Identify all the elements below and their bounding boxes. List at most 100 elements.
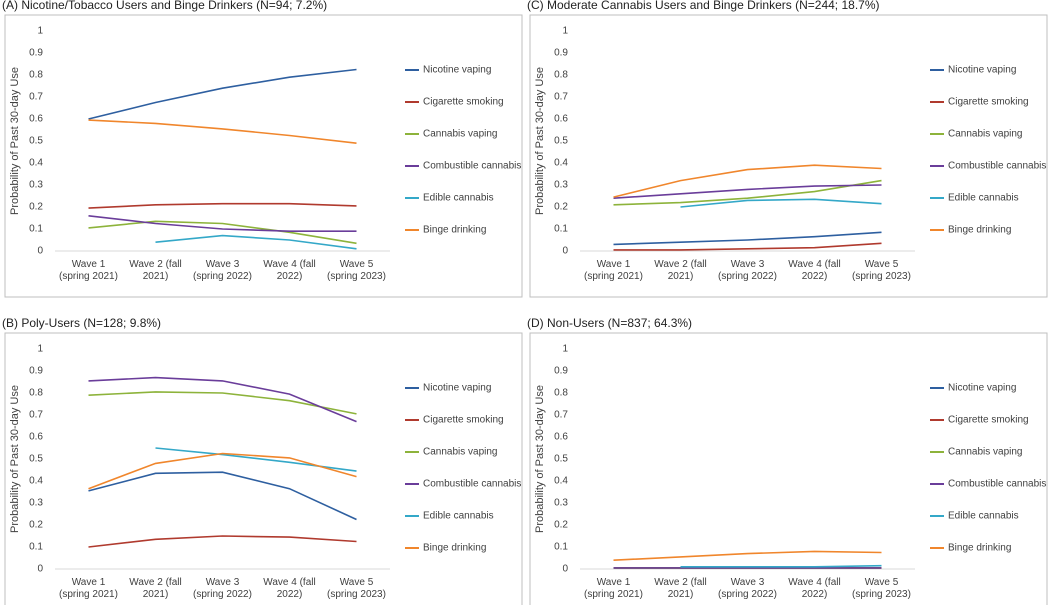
y-tick-label: 0: [37, 246, 43, 257]
legend-label: Combustible cannabis: [423, 479, 521, 490]
series-line: [613, 184, 882, 199]
y-tick-label: 0.4: [554, 476, 568, 487]
x-tick-label: Wave 3 (spring 2022): [718, 577, 777, 600]
legend-label: Cigarette smoking: [948, 97, 1029, 108]
y-tick-label: 0.2: [554, 202, 568, 213]
y-tick-label: 0.7: [29, 410, 43, 421]
y-tick-label: 0.6: [554, 432, 568, 443]
panel-frame: [4, 332, 523, 605]
y-tick-label: 0: [562, 246, 568, 257]
legend-label: Edible cannabis: [948, 511, 1019, 522]
legend-label: Cigarette smoking: [423, 415, 504, 426]
y-tick-label: 1: [562, 344, 568, 355]
x-tick-label: Wave 5 (spring 2023): [327, 577, 386, 600]
y-tick-label: 0: [562, 564, 568, 575]
legend-label: Cigarette smoking: [423, 97, 504, 108]
y-tick-label: 0.9: [29, 366, 43, 377]
y-tick-label: 0.3: [554, 498, 568, 509]
y-tick-label: 0.3: [29, 180, 43, 191]
x-tick-label: Wave 4 (fall 2022): [788, 259, 841, 282]
panel-title: (C) Moderate Cannabis Users and Binge Dr…: [527, 0, 880, 12]
panel-title: (B) Poly-Users (N=128; 9.8%): [2, 316, 161, 330]
series-line: [613, 164, 882, 198]
y-tick-label: 0.6: [554, 114, 568, 125]
y-tick-label: 0.5: [29, 454, 43, 465]
legend-label: Cannabis vaping: [423, 129, 498, 140]
y-tick-label: 0.4: [29, 158, 43, 169]
y-tick-label: 0.8: [29, 70, 43, 81]
y-axis-label: Probability of Past 30-day Use: [534, 385, 546, 533]
series-line: [88, 119, 357, 144]
series-line: [88, 202, 357, 209]
y-tick-label: 0: [37, 564, 43, 575]
legend-label: Combustible cannabis: [423, 161, 521, 172]
y-tick-label: 0.6: [29, 114, 43, 125]
y-tick-label: 1: [37, 344, 43, 355]
y-axis-label: Probability of Past 30-day Use: [534, 67, 546, 215]
y-tick-label: 0.1: [554, 542, 568, 553]
x-tick-label: Wave 1 (spring 2021): [584, 577, 643, 600]
legend-label: Nicotine vaping: [423, 383, 491, 394]
x-tick-label: Wave 4 (fall 2022): [788, 577, 841, 600]
x-tick-label: Wave 2 (fall 2021): [129, 259, 182, 282]
series-line: [88, 215, 357, 232]
legend-label: Nicotine vaping: [948, 65, 1016, 76]
y-tick-label: 0.2: [554, 520, 568, 531]
y-tick-label: 0.8: [554, 388, 568, 399]
series-line: [680, 564, 882, 568]
y-tick-label: 0.9: [29, 48, 43, 59]
panel-frame: [529, 332, 1048, 605]
series-line: [88, 376, 357, 423]
series-line: [88, 471, 357, 521]
panel-title: (A) Nicotine/Tobacco Users and Binge Dri…: [2, 0, 327, 12]
legend-label: Cigarette smoking: [948, 415, 1029, 426]
y-tick-label: 0.6: [29, 432, 43, 443]
y-tick-label: 0.2: [29, 202, 43, 213]
series-line: [613, 179, 882, 206]
y-tick-label: 1: [562, 26, 568, 37]
legend-label: Edible cannabis: [948, 193, 1019, 204]
panel-frame: [4, 14, 523, 298]
x-tick-label: Wave 2 (fall 2021): [654, 577, 707, 600]
legend-label: Binge drinking: [948, 225, 1011, 236]
x-tick-label: Wave 1 (spring 2021): [59, 259, 118, 282]
y-tick-label: 0.9: [554, 48, 568, 59]
y-tick-label: 0.7: [554, 410, 568, 421]
y-tick-label: 0.5: [29, 136, 43, 147]
series-line: [613, 242, 882, 251]
y-tick-label: 0.5: [554, 454, 568, 465]
y-tick-label: 1: [37, 26, 43, 37]
x-tick-label: Wave 3 (spring 2022): [718, 259, 777, 282]
legend-label: Combustible cannabis: [948, 479, 1046, 490]
x-tick-label: Wave 4 (fall 2022): [263, 259, 316, 282]
y-tick-label: 0.1: [554, 224, 568, 235]
y-tick-label: 0.4: [29, 476, 43, 487]
legend-label: Edible cannabis: [423, 193, 494, 204]
y-tick-label: 0.1: [29, 542, 43, 553]
legend-label: Binge drinking: [423, 543, 486, 554]
x-tick-label: Wave 1 (spring 2021): [59, 577, 118, 600]
legend-label: Nicotine vaping: [948, 383, 1016, 394]
series-line: [155, 234, 357, 250]
series-line: [88, 220, 357, 245]
series-line: [88, 391, 357, 415]
x-tick-label: Wave 5 (spring 2023): [852, 577, 911, 600]
panel-frame: [529, 14, 1048, 298]
y-tick-label: 0.8: [29, 388, 43, 399]
legend-label: Edible cannabis: [423, 511, 494, 522]
y-axis-label: Probability of Past 30-day Use: [9, 67, 21, 215]
x-tick-label: Wave 2 (fall 2021): [129, 577, 182, 600]
x-tick-label: Wave 3 (spring 2022): [193, 577, 252, 600]
series-line: [613, 550, 882, 561]
y-tick-label: 0.7: [29, 92, 43, 103]
x-tick-label: Wave 2 (fall 2021): [654, 259, 707, 282]
x-tick-label: Wave 1 (spring 2021): [584, 259, 643, 282]
x-tick-label: Wave 5 (spring 2023): [852, 259, 911, 282]
x-tick-label: Wave 4 (fall 2022): [263, 577, 316, 600]
x-tick-label: Wave 5 (spring 2023): [327, 259, 386, 282]
y-tick-label: 0.5: [554, 136, 568, 147]
y-tick-label: 0.3: [554, 180, 568, 191]
y-tick-label: 0.8: [554, 70, 568, 81]
y-axis-label: Probability of Past 30-day Use: [9, 385, 21, 533]
